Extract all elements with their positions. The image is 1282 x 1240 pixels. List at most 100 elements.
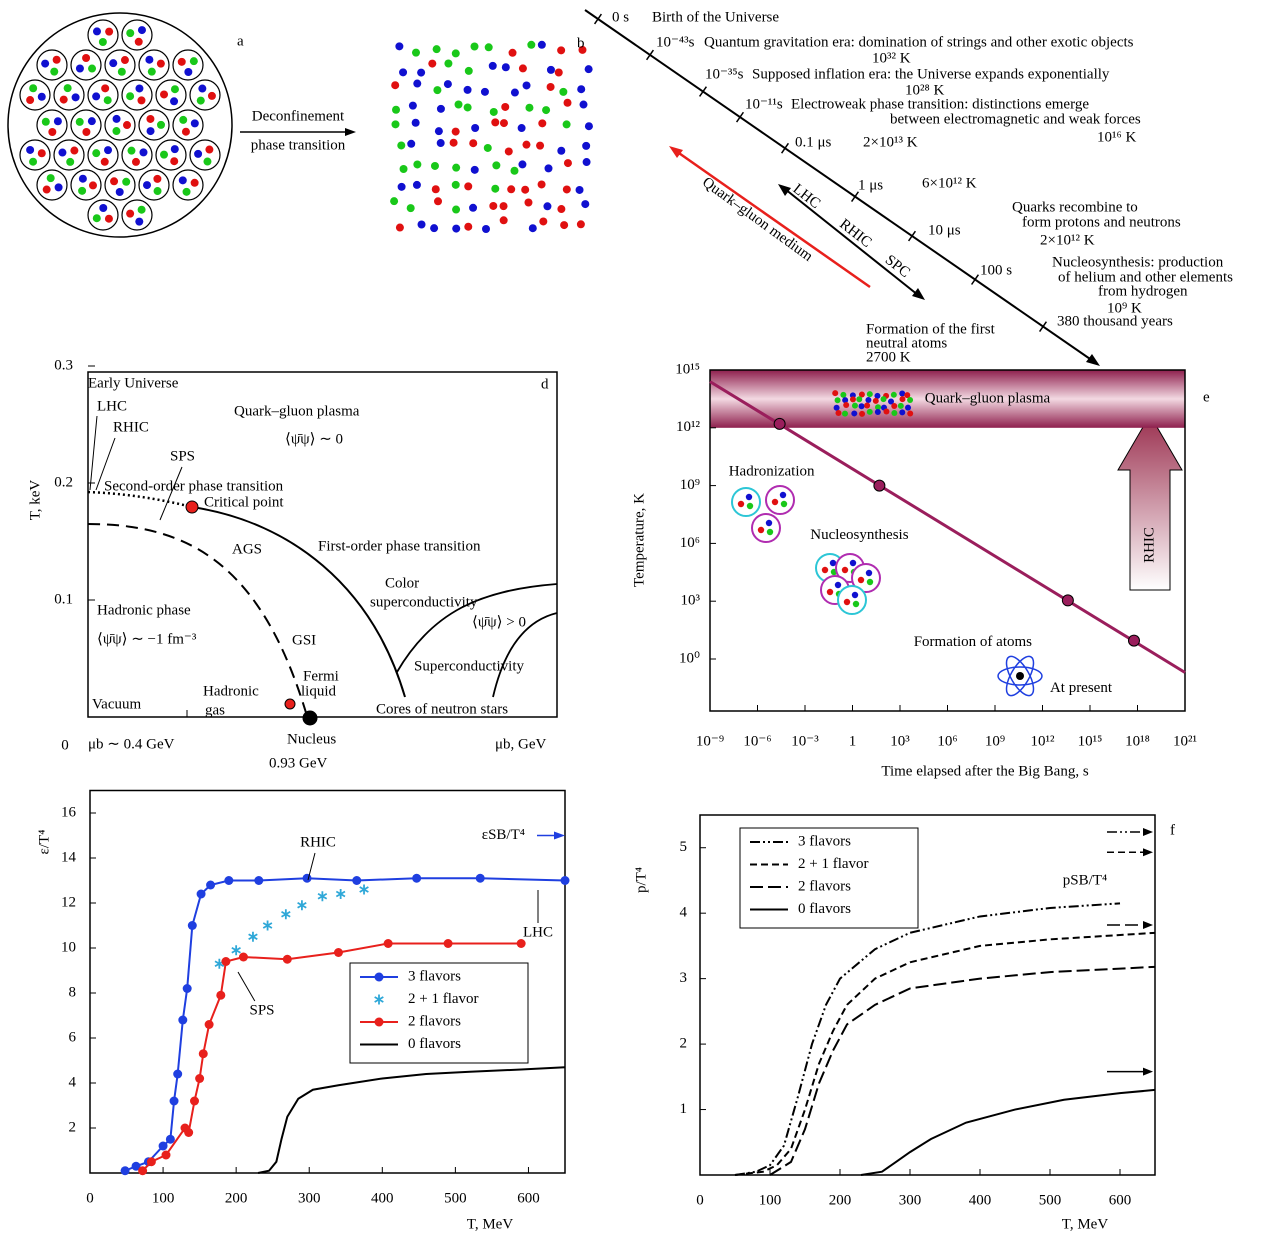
marker [238,952,248,962]
event-label: Nucleosynthesis [810,527,908,543]
hadron [36,109,68,141]
event-point [873,479,886,492]
marker [178,1015,188,1025]
quark [99,204,108,213]
quark [179,115,188,124]
quark [765,519,773,527]
free-quark [432,45,441,54]
y-tick-label: 4 [680,905,688,921]
atom-orbit [997,666,1043,686]
quark [87,117,96,126]
x-tick-label: 600 [517,1190,540,1206]
free-quark [392,105,401,114]
x-tick-label: 100 [759,1192,782,1208]
chiral-crossover [87,523,308,717]
qgp-dot [849,396,856,403]
quark [771,498,779,506]
y-tick-label: 0.1 [54,591,73,607]
x-tick-label: 200 [829,1192,852,1208]
free-quark [510,88,519,97]
epoch-text: Electroweak phase transition: distinctio… [791,96,1089,112]
legend-label: 2 + 1 flavor [798,856,869,872]
quark [88,64,97,73]
quark [196,96,205,105]
quark [170,157,179,166]
qgp-dot [842,397,849,404]
hadron [138,169,170,201]
band-label: Quark–gluon plasma [925,390,1051,406]
label: Fermi [303,668,339,684]
qgp-dot [904,392,911,399]
free-quark [489,107,498,116]
timeline-tick [1038,321,1048,332]
free-quark [525,103,534,112]
qgp-dot [899,409,906,416]
panel-a [7,12,593,238]
qgp-dot [907,396,914,403]
hadron [87,199,119,231]
epoch-temperature: 2700 K [866,349,911,365]
qgp-dot [874,392,881,399]
legend-box [739,827,919,929]
hadron [87,79,119,111]
free-quark [451,127,460,136]
hadron [19,139,51,171]
quark [100,157,109,166]
qgp-dot [840,391,847,398]
free-quark [536,141,545,150]
epoch-temperature: 10⁹ K [1107,300,1142,316]
y-tick-label: 10⁰ [679,650,700,666]
quark [46,174,55,183]
marker [221,957,231,966]
free-quark [521,185,530,194]
hadron [138,49,170,81]
quark [126,209,135,218]
legend-label: 2 + 1 flavor [408,991,479,1007]
free-quark [528,224,537,233]
quark [745,493,753,501]
quark [190,178,199,187]
free-quark [537,180,546,189]
quark [26,96,35,105]
free-quark [390,197,399,206]
quark [82,127,91,136]
free-quark [576,220,585,229]
label: Superconductivity [414,658,524,674]
qgp-dot [841,410,848,417]
x-tick-label: 400 [969,1192,992,1208]
hadron [70,109,102,141]
quark [105,27,114,36]
free-quark [501,102,510,111]
free-quark [397,141,406,150]
free-quark [434,197,443,206]
qgp-dot [872,397,879,404]
event-label: Hadronization [729,463,815,479]
marker [184,1128,194,1137]
free-quark [470,165,479,174]
label: ⟨ψ̄ψ⟩ > 0 [472,614,526,630]
quark [135,84,144,93]
epoch-time: 1 μs [858,177,883,193]
quark [137,26,146,35]
quark [757,526,765,534]
hadron [121,139,153,171]
label: RHIC [113,419,149,435]
free-quark [483,143,492,152]
marker [412,873,422,883]
annotation-leader [237,971,256,1002]
x-tick-label: 500 [1039,1192,1062,1208]
free-quark [413,160,422,169]
y-tick-label: 5 [680,839,688,855]
quark [834,581,842,589]
qgp-dot [880,396,887,403]
y-tick-label: 6 [69,1029,77,1045]
free-quark [464,182,473,191]
free-quark [436,104,445,113]
leader [159,466,183,521]
free-quark [499,202,508,211]
hadron [87,139,119,171]
free-quark [411,48,420,57]
free-quark [454,100,463,109]
quark [139,148,148,157]
x-tick-label: 10⁻⁹ [696,733,724,749]
